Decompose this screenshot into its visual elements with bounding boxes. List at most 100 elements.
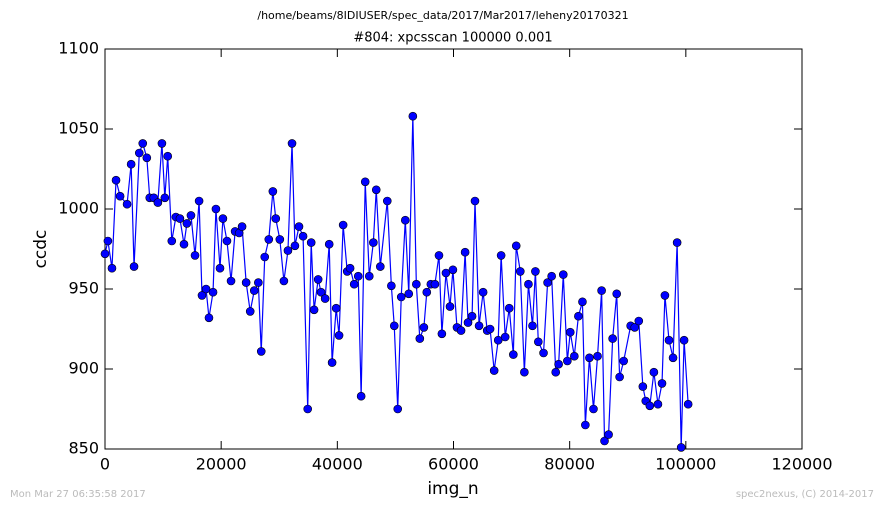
- data-point: [222, 236, 232, 246]
- plot-frame: [104, 48, 803, 450]
- data-point: [279, 276, 289, 286]
- data-point: [504, 303, 514, 313]
- data-point: [430, 279, 440, 289]
- data-line: [104, 116, 689, 448]
- data-point: [437, 329, 447, 339]
- data-point: [376, 262, 385, 271]
- data-point: [515, 267, 525, 276]
- data-point: [115, 191, 125, 201]
- data-point: [393, 404, 403, 414]
- data-point: [511, 241, 521, 251]
- data-point: [578, 297, 587, 307]
- x-tick-label: 0: [100, 455, 110, 474]
- data-point: [194, 196, 204, 206]
- data-point: [179, 239, 189, 249]
- data-point: [524, 279, 533, 289]
- y-tick-label: 950: [68, 279, 99, 298]
- data-point: [241, 278, 251, 287]
- data-point: [445, 302, 455, 311]
- data-point: [182, 219, 192, 228]
- data-point: [190, 251, 200, 260]
- data-point: [463, 318, 473, 327]
- data-point: [364, 271, 374, 281]
- data-point: [303, 404, 313, 414]
- data-point: [634, 316, 644, 326]
- data-point: [645, 401, 655, 411]
- data-point: [338, 220, 348, 230]
- data-point: [271, 214, 281, 223]
- data-point: [309, 305, 319, 315]
- data-point: [175, 214, 185, 223]
- data-point: [415, 334, 425, 343]
- data-point: [226, 276, 236, 286]
- data-point: [489, 366, 499, 375]
- data-point: [369, 238, 378, 247]
- data-point: [396, 292, 406, 302]
- chart-subtitle: #804: xpcsscan 100000 0.001: [353, 31, 552, 46]
- data-point: [256, 347, 266, 356]
- data-point: [360, 177, 370, 187]
- data-point: [186, 211, 196, 220]
- data-point: [683, 399, 693, 409]
- data-point: [649, 367, 659, 377]
- data-point: [460, 247, 470, 257]
- data-point: [638, 382, 648, 391]
- data-point: [249, 286, 259, 295]
- data-point: [509, 350, 518, 359]
- data-point: [283, 246, 293, 255]
- data-point: [163, 151, 173, 161]
- data-point: [371, 185, 381, 195]
- data-point: [474, 321, 484, 331]
- data-point: [456, 326, 466, 335]
- data-point: [316, 287, 326, 297]
- data-point: [563, 356, 572, 366]
- data-point: [500, 332, 510, 342]
- data-point: [589, 404, 598, 414]
- data-point: [201, 284, 211, 294]
- data-point: [218, 214, 228, 223]
- data-point: [334, 331, 344, 340]
- y-axis-label: ccdc: [31, 230, 51, 269]
- data-point: [408, 111, 418, 121]
- data-point: [422, 287, 432, 297]
- data-point: [543, 278, 552, 287]
- y-tick-label: 1100: [58, 39, 99, 58]
- data-point: [153, 198, 163, 207]
- x-tick-label: 20000: [196, 455, 247, 474]
- data-point: [653, 399, 663, 409]
- data-point: [412, 279, 421, 289]
- data-point: [126, 159, 136, 169]
- data-point: [268, 187, 278, 196]
- data-point: [539, 348, 548, 358]
- data-point: [404, 289, 414, 299]
- data-point: [387, 281, 396, 291]
- data-point: [287, 139, 297, 148]
- data-point: [657, 379, 667, 388]
- data-point: [100, 249, 110, 259]
- x-tick-label: 120000: [771, 455, 832, 474]
- data-point: [668, 353, 678, 363]
- data-point: [597, 286, 606, 295]
- data-point: [353, 271, 363, 281]
- data-point: [478, 287, 488, 297]
- data-point: [160, 193, 170, 203]
- data-point: [470, 196, 480, 206]
- y-tick-label: 900: [68, 359, 99, 378]
- data-point: [356, 391, 366, 401]
- data-point: [400, 215, 410, 225]
- footer-left: Mon Mar 27 06:35:58 2017: [10, 489, 146, 500]
- data-point: [275, 235, 285, 244]
- data-point: [496, 251, 506, 260]
- data-point: [485, 324, 495, 334]
- data-point: [349, 279, 359, 289]
- data-point: [493, 335, 503, 345]
- data-point: [167, 236, 177, 246]
- data-point: [331, 303, 341, 313]
- data-point: [630, 323, 640, 332]
- data-point: [441, 268, 451, 278]
- data-point: [138, 139, 148, 148]
- data-point: [574, 311, 583, 321]
- data-point: [208, 287, 218, 297]
- data-point: [434, 251, 444, 260]
